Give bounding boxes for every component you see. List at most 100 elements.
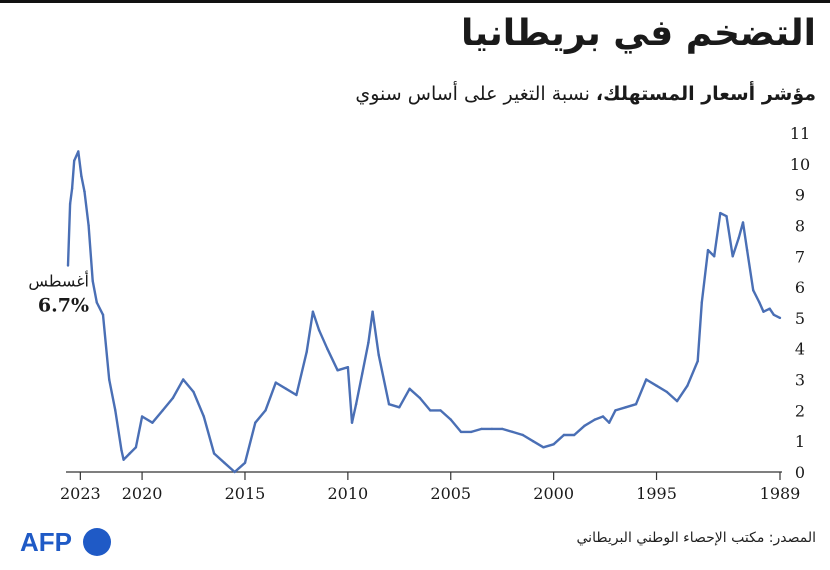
data-point: [326, 347, 329, 350]
y-tick-label: 9: [795, 186, 805, 205]
data-point: [562, 433, 566, 437]
data-point: [608, 421, 611, 424]
data-point: [686, 384, 689, 387]
y-tick-label: 11: [790, 124, 810, 143]
data-point: [758, 301, 761, 304]
chart-subtitle: مؤشر أسعار المستهلك، نسبة التغير على أسا…: [355, 80, 816, 108]
data-point: [122, 458, 125, 461]
data-point: [624, 406, 627, 409]
data-point: [655, 384, 658, 387]
data-point: [398, 406, 401, 409]
afp-logo-text: AFP: [20, 527, 72, 557]
data-point: [354, 403, 358, 406]
data-point: [772, 313, 775, 316]
data-point: [719, 211, 722, 215]
data-point: [459, 430, 463, 434]
data-point: [128, 452, 131, 455]
data-point: [264, 409, 267, 412]
data-point: [706, 248, 710, 252]
data-point: [768, 307, 771, 310]
data-point: [741, 221, 745, 224]
data-point: [501, 427, 504, 431]
data-point: [223, 461, 226, 464]
data-point: [284, 387, 288, 390]
data-point: [161, 409, 164, 412]
y-tick-label: 4: [795, 340, 805, 359]
data-point: [243, 461, 247, 464]
data-point: [367, 341, 370, 344]
subtitle-rest: نسبة التغير على أساس سنوي: [355, 83, 596, 105]
data-point: [346, 366, 350, 369]
data-point: [192, 390, 195, 394]
x-tick-label: 2010: [328, 484, 369, 503]
data-point: [182, 378, 185, 381]
data-point: [614, 409, 617, 412]
source-note: المصدر: مكتب الإحصاء الوطني البريطاني: [576, 530, 816, 546]
x-tick-label: 2015: [225, 484, 266, 503]
data-point: [87, 224, 90, 227]
data-point: [305, 350, 308, 353]
data-point: [387, 403, 391, 406]
data-point: [552, 443, 555, 446]
y-tick-label: 1: [795, 432, 805, 451]
data-point: [778, 316, 782, 320]
data-point: [311, 310, 315, 313]
x-tick-label: 2005: [430, 484, 471, 503]
data-points: [66, 150, 782, 474]
y-tick-label: 5: [795, 309, 805, 328]
data-point: [601, 415, 605, 418]
data-point: [700, 301, 703, 304]
data-point: [295, 393, 298, 397]
x-axis: 2023 2020 2015 2010 2005 2000 1995 1989: [60, 471, 801, 503]
y-axis: 0 1 2 3 4 5 6 7 8 9 10 11: [790, 124, 810, 482]
data-point: [665, 390, 668, 394]
chart-title: التضخم في بريطانيا: [460, 13, 816, 54]
top-rule: [0, 0, 830, 3]
data-point: [418, 396, 422, 400]
data-point: [202, 415, 205, 418]
data-point: [531, 440, 535, 443]
data-point: [583, 424, 586, 427]
y-tick-label: 3: [795, 371, 805, 390]
annotation-value-label: 6.7%: [38, 295, 89, 317]
x-tick-label: 1989: [760, 484, 801, 503]
y-tick-label: 0: [795, 463, 805, 482]
data-point: [361, 372, 364, 375]
y-tick-label: 7: [795, 247, 805, 266]
data-point: [371, 310, 374, 313]
afp-logo: AFP: [20, 527, 111, 557]
data-point: [634, 403, 638, 406]
data-point: [542, 446, 545, 449]
data-point: [737, 236, 740, 239]
y-tick-label: 8: [795, 216, 805, 235]
data-point: [77, 150, 80, 153]
latest-value-annotation: أغسطس 6.7%: [28, 271, 89, 317]
data-point: [725, 215, 728, 218]
data-point: [171, 396, 175, 400]
data-point: [762, 310, 765, 313]
data-point: [233, 470, 236, 474]
data-point: [68, 202, 72, 206]
data-point: [713, 255, 716, 258]
data-point: [140, 415, 144, 418]
data-point: [480, 427, 483, 431]
data-point: [439, 409, 442, 412]
data-point: [83, 190, 86, 193]
data-point: [114, 409, 117, 412]
y-tick-label: 10: [790, 155, 810, 174]
x-tick-label: 1995: [636, 484, 677, 503]
data-point: [490, 427, 494, 431]
data-point: [212, 452, 216, 455]
data-point: [134, 446, 138, 449]
data-point: [645, 378, 648, 381]
x-tick-label: 2020: [122, 484, 163, 503]
annotation-month-label: أغسطس: [28, 271, 89, 292]
series-line-cpi: [66, 150, 781, 474]
data-point: [274, 381, 277, 384]
data-point: [731, 255, 734, 258]
data-point: [449, 418, 452, 421]
data-point: [151, 421, 154, 424]
data-point: [696, 359, 699, 363]
data-point: [317, 329, 321, 332]
